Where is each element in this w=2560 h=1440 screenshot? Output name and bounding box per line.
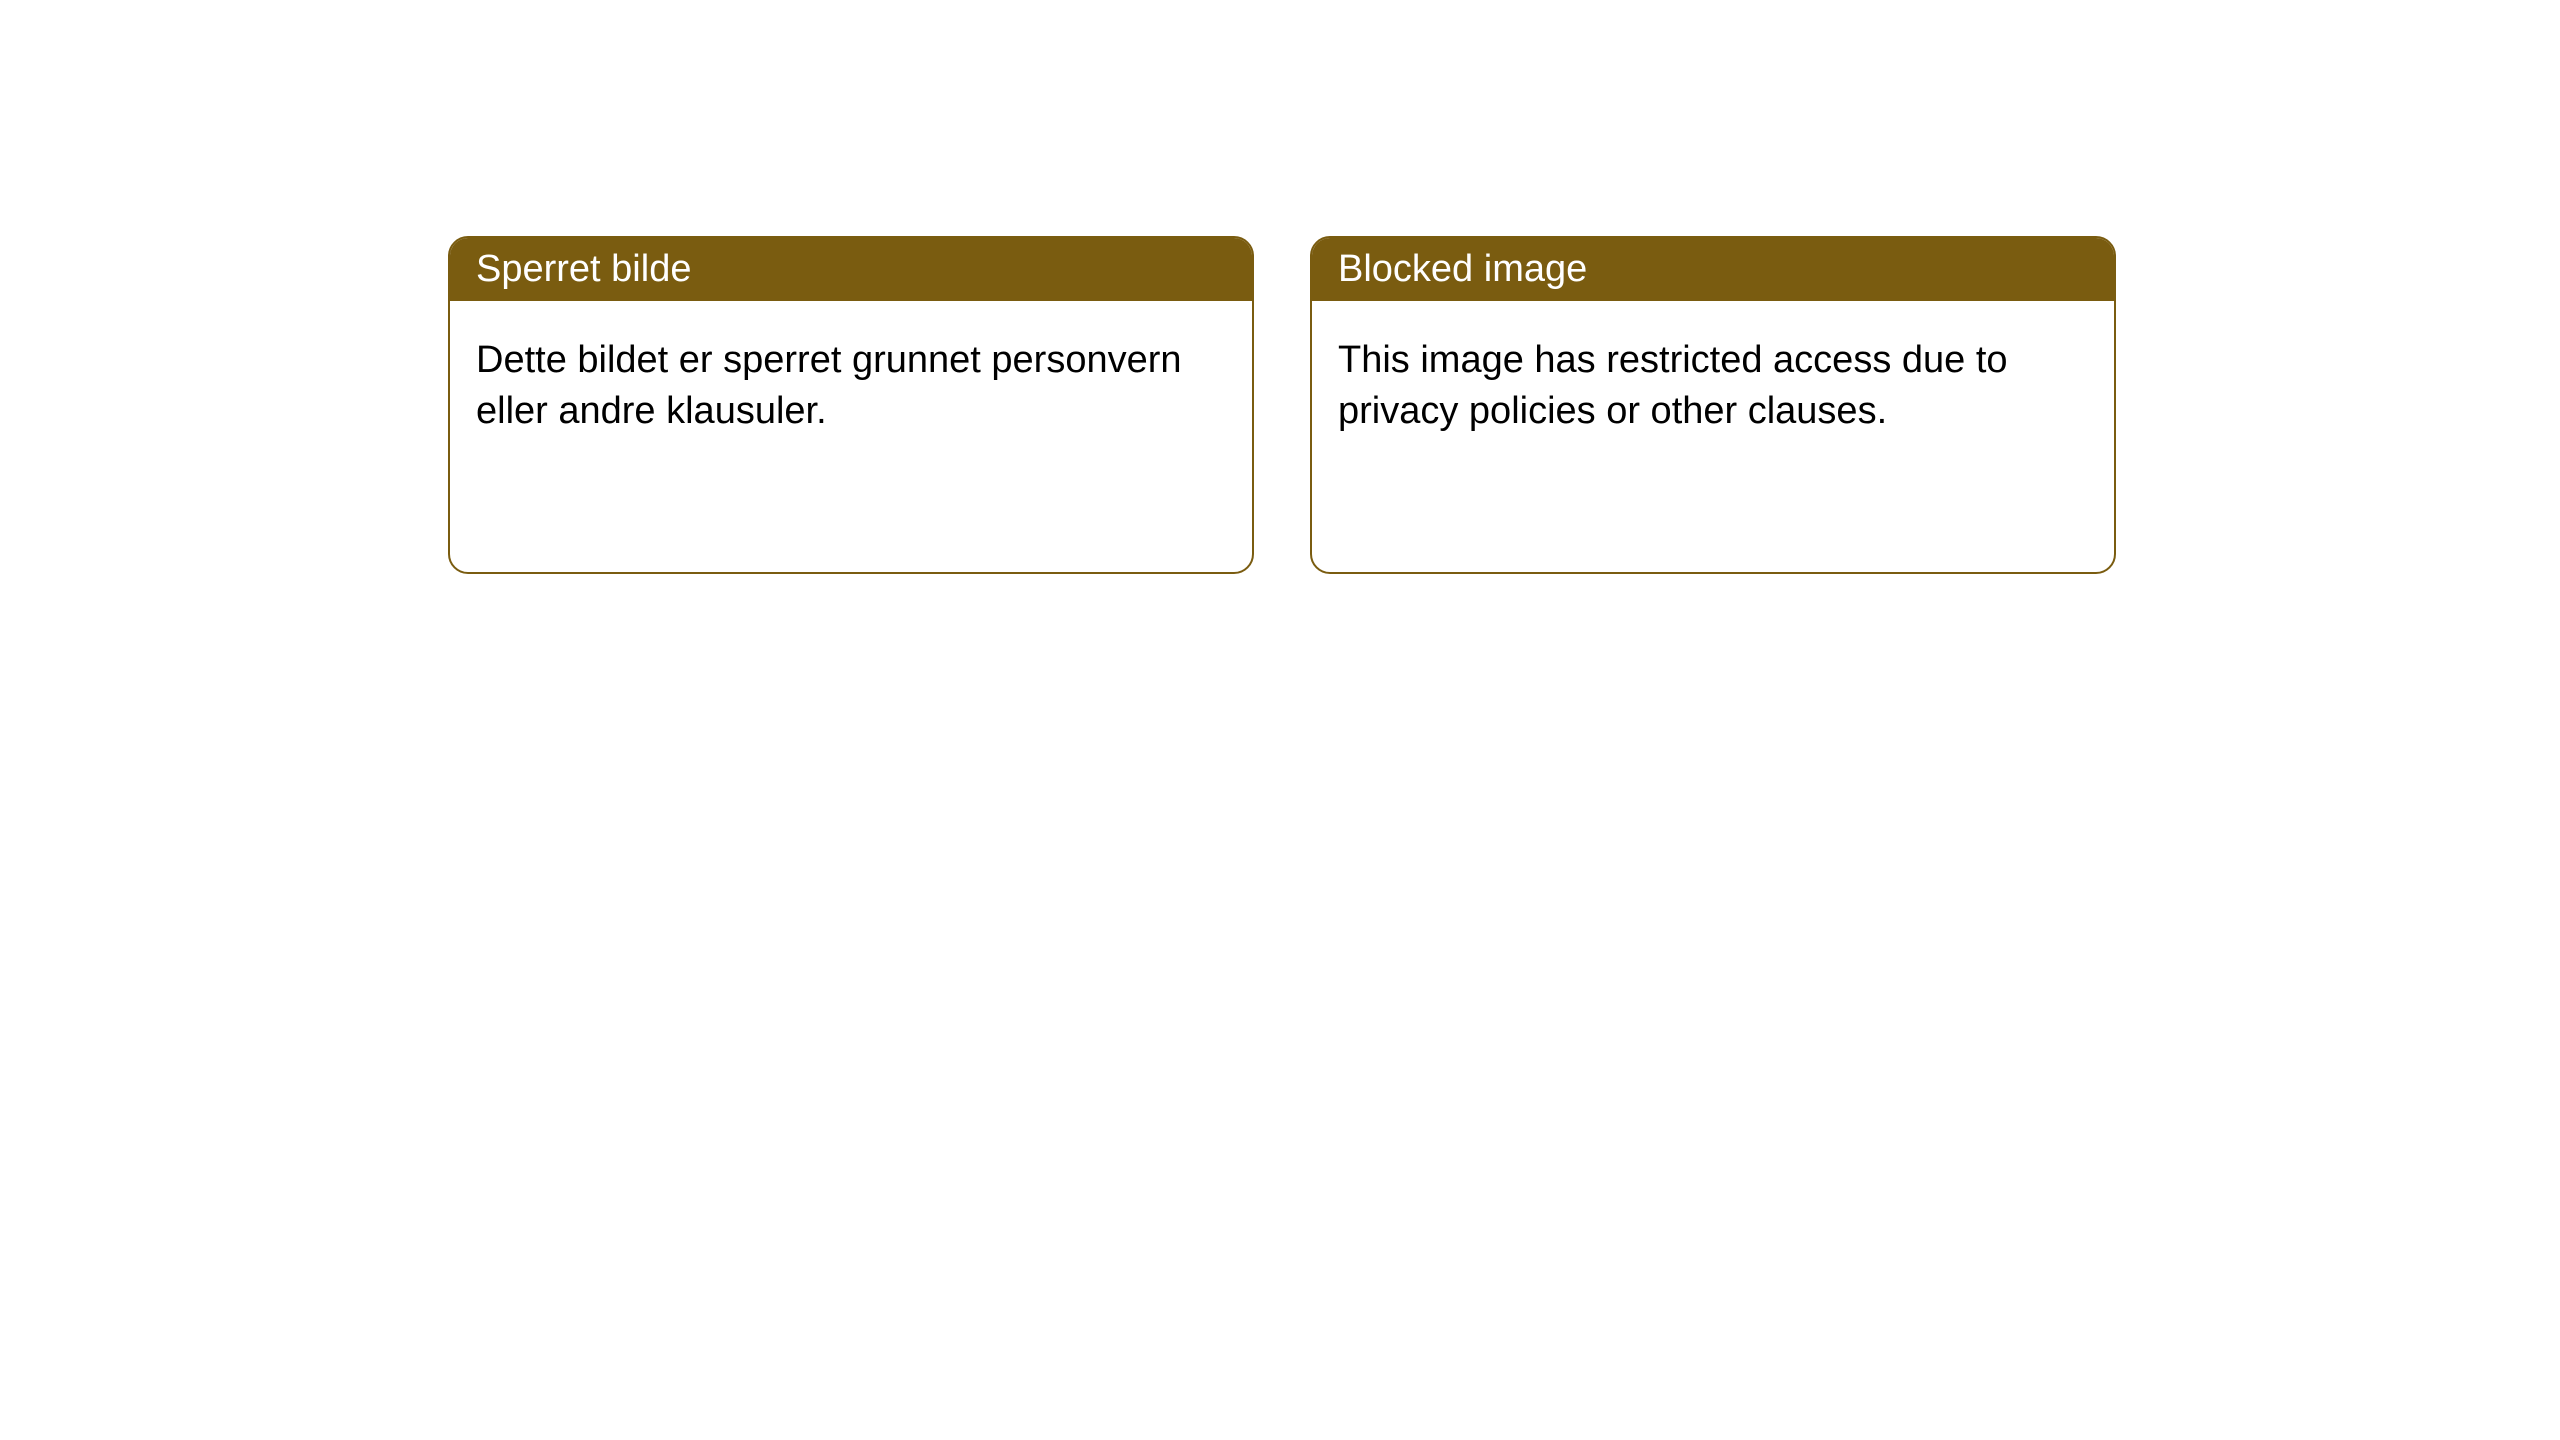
notice-card-norwegian: Sperret bilde Dette bildet er sperret gr…	[448, 236, 1254, 574]
notice-card-english: Blocked image This image has restricted …	[1310, 236, 2116, 574]
notice-body-norwegian: Dette bildet er sperret grunnet personve…	[450, 301, 1252, 472]
notice-container: Sperret bilde Dette bildet er sperret gr…	[448, 236, 2116, 574]
notice-title-english: Blocked image	[1312, 238, 2114, 301]
notice-body-english: This image has restricted access due to …	[1312, 301, 2114, 472]
notice-title-norwegian: Sperret bilde	[450, 238, 1252, 301]
